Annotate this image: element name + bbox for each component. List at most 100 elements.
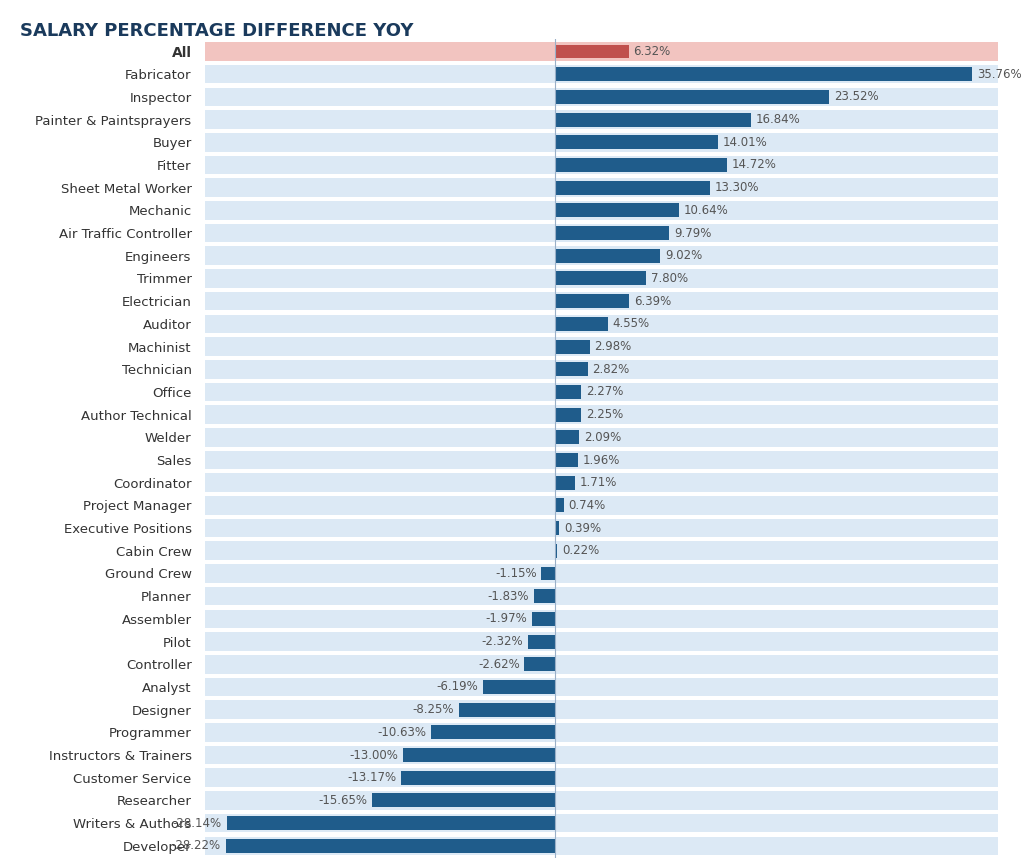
- Text: 2.27%: 2.27%: [586, 386, 624, 399]
- Bar: [205, 814, 998, 832]
- Bar: [205, 382, 998, 401]
- Bar: [205, 837, 998, 855]
- Bar: [555, 499, 563, 512]
- Bar: [226, 816, 555, 830]
- Bar: [555, 476, 574, 490]
- Bar: [205, 451, 998, 469]
- Text: -8.25%: -8.25%: [413, 703, 454, 716]
- Bar: [555, 453, 578, 467]
- Text: 6.39%: 6.39%: [634, 295, 672, 308]
- Text: 1.96%: 1.96%: [583, 453, 620, 466]
- Bar: [555, 316, 608, 331]
- Bar: [555, 249, 660, 263]
- Text: 9.79%: 9.79%: [674, 226, 712, 239]
- Bar: [401, 771, 555, 785]
- Bar: [555, 44, 629, 58]
- Bar: [542, 566, 555, 581]
- Text: 4.55%: 4.55%: [612, 317, 650, 330]
- Bar: [555, 362, 588, 376]
- Bar: [459, 702, 555, 717]
- Text: -15.65%: -15.65%: [318, 794, 368, 807]
- Bar: [555, 544, 557, 557]
- Bar: [205, 360, 998, 379]
- Bar: [531, 612, 555, 626]
- Bar: [205, 65, 998, 83]
- Bar: [205, 246, 998, 265]
- Text: 16.84%: 16.84%: [756, 113, 801, 126]
- Text: -10.63%: -10.63%: [377, 726, 426, 739]
- Text: 6.32%: 6.32%: [633, 45, 671, 58]
- Text: 1.71%: 1.71%: [580, 476, 616, 489]
- Bar: [205, 518, 998, 538]
- Bar: [373, 793, 555, 807]
- Text: -6.19%: -6.19%: [436, 681, 478, 694]
- Bar: [555, 180, 710, 195]
- Bar: [205, 723, 998, 741]
- Text: 2.25%: 2.25%: [586, 408, 623, 421]
- Bar: [205, 564, 998, 583]
- Bar: [555, 521, 559, 535]
- Bar: [555, 113, 752, 127]
- Bar: [205, 632, 998, 651]
- Bar: [555, 68, 972, 81]
- Text: -1.83%: -1.83%: [487, 590, 528, 603]
- Text: 2.98%: 2.98%: [594, 340, 632, 353]
- Bar: [555, 271, 646, 285]
- Bar: [403, 748, 555, 762]
- Text: -13.00%: -13.00%: [349, 748, 398, 761]
- Bar: [555, 226, 669, 240]
- Bar: [555, 407, 582, 421]
- Bar: [205, 610, 998, 629]
- Bar: [534, 590, 555, 603]
- Text: 9.02%: 9.02%: [665, 249, 702, 262]
- Bar: [431, 726, 555, 740]
- Text: 0.22%: 0.22%: [562, 544, 599, 557]
- Bar: [225, 839, 555, 853]
- Bar: [205, 655, 998, 674]
- Text: 13.30%: 13.30%: [715, 181, 760, 194]
- Bar: [205, 110, 998, 129]
- Bar: [205, 701, 998, 719]
- Text: 14.72%: 14.72%: [731, 159, 776, 172]
- Bar: [205, 406, 998, 424]
- Text: 0.74%: 0.74%: [568, 499, 605, 512]
- Bar: [205, 42, 998, 61]
- Bar: [205, 224, 998, 243]
- Text: 23.52%: 23.52%: [835, 90, 879, 103]
- Bar: [205, 315, 998, 333]
- Text: 35.76%: 35.76%: [977, 68, 1022, 81]
- Text: 2.82%: 2.82%: [593, 362, 630, 375]
- Bar: [205, 496, 998, 515]
- Bar: [205, 201, 998, 219]
- Bar: [205, 269, 998, 288]
- Text: -2.62%: -2.62%: [478, 658, 519, 671]
- Bar: [205, 792, 998, 810]
- Bar: [205, 768, 998, 787]
- Bar: [205, 473, 998, 492]
- Bar: [205, 746, 998, 765]
- Bar: [482, 680, 555, 694]
- Text: 0.39%: 0.39%: [564, 522, 601, 535]
- Bar: [555, 158, 727, 172]
- Bar: [205, 678, 998, 696]
- Bar: [205, 542, 998, 560]
- Text: -1.15%: -1.15%: [496, 567, 537, 580]
- Bar: [205, 156, 998, 174]
- Bar: [555, 294, 630, 308]
- Bar: [205, 133, 998, 152]
- Bar: [205, 88, 998, 106]
- Bar: [205, 292, 998, 310]
- Bar: [205, 587, 998, 605]
- Text: -2.32%: -2.32%: [481, 636, 523, 649]
- Text: -28.14%: -28.14%: [173, 817, 222, 830]
- Text: 14.01%: 14.01%: [723, 136, 768, 149]
- Bar: [555, 430, 580, 444]
- Bar: [205, 337, 998, 355]
- Bar: [555, 204, 679, 218]
- Text: -13.17%: -13.17%: [347, 772, 396, 785]
- Text: SALARY PERCENTAGE DIFFERENCE YOY: SALARY PERCENTAGE DIFFERENCE YOY: [20, 22, 414, 40]
- Bar: [205, 179, 998, 197]
- Text: -28.22%: -28.22%: [172, 839, 221, 852]
- Bar: [205, 428, 998, 447]
- Text: 10.64%: 10.64%: [684, 204, 728, 217]
